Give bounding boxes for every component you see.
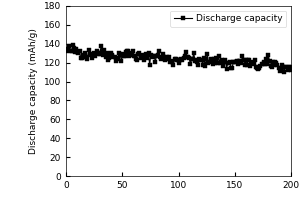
Discharge capacity bbox=[271, 61, 275, 63]
Discharge capacity bbox=[79, 57, 83, 60]
Discharge capacity bbox=[107, 57, 111, 60]
Discharge capacity bbox=[282, 70, 286, 73]
Discharge capacity bbox=[125, 50, 129, 52]
Discharge capacity bbox=[279, 67, 283, 69]
Discharge capacity bbox=[289, 69, 293, 72]
Legend: Discharge capacity: Discharge capacity bbox=[170, 11, 286, 27]
Discharge capacity bbox=[74, 48, 78, 50]
Discharge capacity bbox=[71, 44, 75, 46]
Line: Discharge capacity: Discharge capacity bbox=[64, 43, 293, 73]
Discharge capacity bbox=[64, 49, 68, 51]
Y-axis label: Discharge capacity (mAh/g): Discharge capacity (mAh/g) bbox=[29, 28, 38, 154]
